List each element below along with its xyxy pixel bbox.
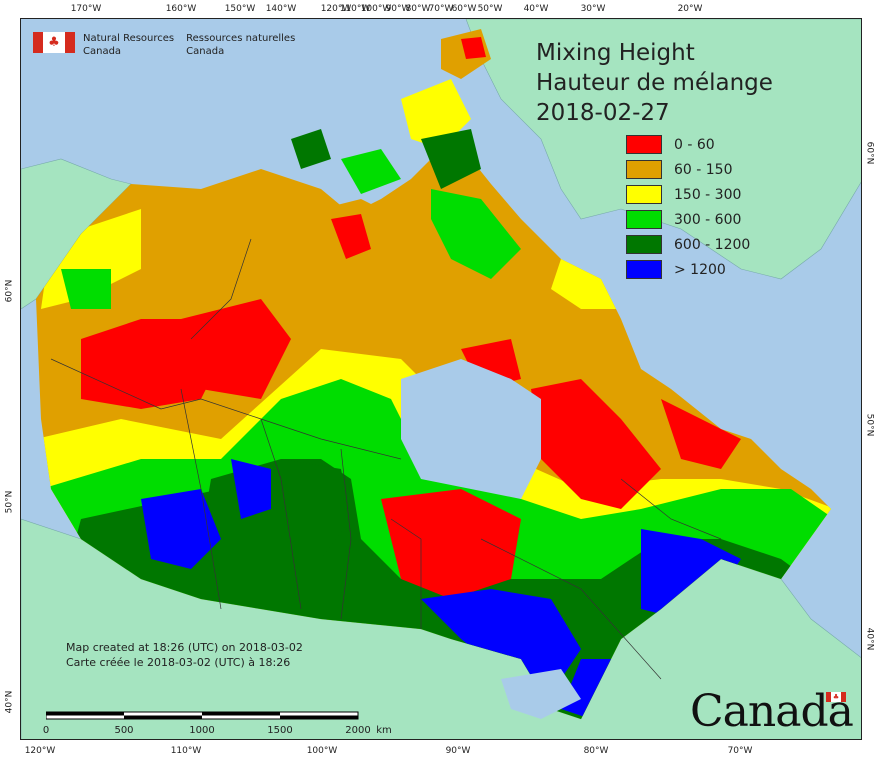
lon-tick-top: 60°W xyxy=(451,4,477,14)
legend-item: 600 - 1200 xyxy=(626,232,750,257)
lon-tick-top: 110°W xyxy=(339,4,371,14)
scale-bar: 0 500 1000 1500 2000 km xyxy=(42,706,406,739)
legend-swatch xyxy=(626,185,662,204)
map-date: 2018-02-27 xyxy=(536,100,670,126)
credit-fr: Carte créée le 2018-03-02 (UTC) à 18:26 xyxy=(66,656,291,669)
legend-item: 150 - 300 xyxy=(626,182,750,207)
legend-label: 300 - 600 xyxy=(674,211,742,228)
lat-tick-left: 50°N xyxy=(4,490,15,514)
title-fr: Hauteur de mélange xyxy=(536,70,773,96)
scale-unit: km xyxy=(376,725,392,736)
lon-tick-top: 70°W xyxy=(428,4,454,14)
legend-item: 60 - 150 xyxy=(626,157,750,182)
lon-tick-top: 170°W xyxy=(70,4,102,14)
credit-en: Map created at 18:26 (UTC) on 2018-03-02 xyxy=(66,641,303,654)
title-en: Mixing Height xyxy=(536,40,695,66)
lon-tick-top: 160°W xyxy=(165,4,197,14)
legend-label: 0 - 60 xyxy=(674,136,715,153)
agency-fr-line1: Ressources naturelles xyxy=(186,33,296,44)
lon-tick-top: 80°W xyxy=(405,4,431,14)
legend-swatch xyxy=(626,210,662,229)
legend-item: > 1200 xyxy=(626,257,750,282)
lon-tick-bottom: 80°W xyxy=(583,746,609,756)
agency-fr-line2: Canada xyxy=(186,46,225,57)
agency-name-en: Natural Resources Canada xyxy=(83,32,174,58)
scale-bar-graphic xyxy=(45,711,359,720)
map-title: Mixing Height Hauteur de mélange 2018-02… xyxy=(536,38,773,128)
lon-tick-top: 120°W xyxy=(320,4,352,14)
arctic-island xyxy=(331,214,371,259)
lat-tick-left: 60°N xyxy=(4,279,15,303)
map-credit: Map created at 18:26 (UTC) on 2018-03-02… xyxy=(66,640,303,670)
lon-tick-top: 50°W xyxy=(477,4,503,14)
legend-swatch xyxy=(626,260,662,279)
lon-tick-top: 20°W xyxy=(677,4,703,14)
mixing-height-map xyxy=(21,19,861,739)
arctic-island xyxy=(401,79,471,149)
lat-tick-left: 40°N xyxy=(4,690,15,714)
scale-label: 0 xyxy=(42,725,50,736)
legend: 0 - 60 60 - 150 150 - 300 300 - 600 600 … xyxy=(626,132,750,282)
canada-flag-icon: ♣ xyxy=(33,32,75,53)
arctic-island xyxy=(341,149,401,194)
lon-tick-bottom: 100°W xyxy=(306,746,338,756)
lon-tick-top: 90°W xyxy=(385,4,411,14)
lat-tick-right: 60°N xyxy=(864,141,875,165)
lon-tick-top: 140°W xyxy=(265,4,297,14)
map-canvas[interactable] xyxy=(20,18,862,740)
legend-label: 60 - 150 xyxy=(674,161,733,178)
scale-label: 500 xyxy=(114,725,134,736)
great-lakes xyxy=(501,669,581,719)
scale-label: 2000 xyxy=(345,725,371,736)
legend-label: > 1200 xyxy=(674,261,726,278)
lat-tick-right: 50°N xyxy=(864,413,875,437)
lon-tick-bottom: 90°W xyxy=(445,746,471,756)
legend-swatch xyxy=(626,160,662,179)
lon-tick-top: 40°W xyxy=(523,4,549,14)
legend-swatch xyxy=(626,235,662,254)
legend-swatch xyxy=(626,135,662,154)
wordmark-flag-icon: ♣ xyxy=(826,692,846,702)
lon-tick-top: 30°W xyxy=(580,4,606,14)
province-borders xyxy=(50,238,722,680)
lon-tick-top: 100°W xyxy=(360,4,392,14)
arctic-island xyxy=(421,129,481,189)
agency-name-fr: Ressources naturelles Canada xyxy=(186,32,295,58)
lon-tick-bottom: 70°W xyxy=(727,746,753,756)
agency-en-line2: Canada xyxy=(83,46,122,57)
hudson-bay xyxy=(401,359,541,499)
legend-label: 150 - 300 xyxy=(674,186,742,203)
legend-label: 600 - 1200 xyxy=(674,236,751,253)
legend-item: 0 - 60 xyxy=(626,132,750,157)
scale-label: 1500 xyxy=(267,725,293,736)
nrcan-logo: ♣ Natural Resources Canada Ressources na… xyxy=(33,32,295,58)
agency-en-line1: Natural Resources xyxy=(83,33,175,44)
arctic-island xyxy=(291,129,331,169)
arctic-island xyxy=(461,37,486,59)
legend-item: 300 - 600 xyxy=(626,207,750,232)
lon-tick-bottom: 120°W xyxy=(24,746,56,756)
lon-tick-bottom: 110°W xyxy=(170,746,202,756)
lon-tick-top: 150°W xyxy=(224,4,256,14)
lat-tick-right: 40°N xyxy=(864,627,875,651)
scale-label: 1000 xyxy=(189,725,215,736)
